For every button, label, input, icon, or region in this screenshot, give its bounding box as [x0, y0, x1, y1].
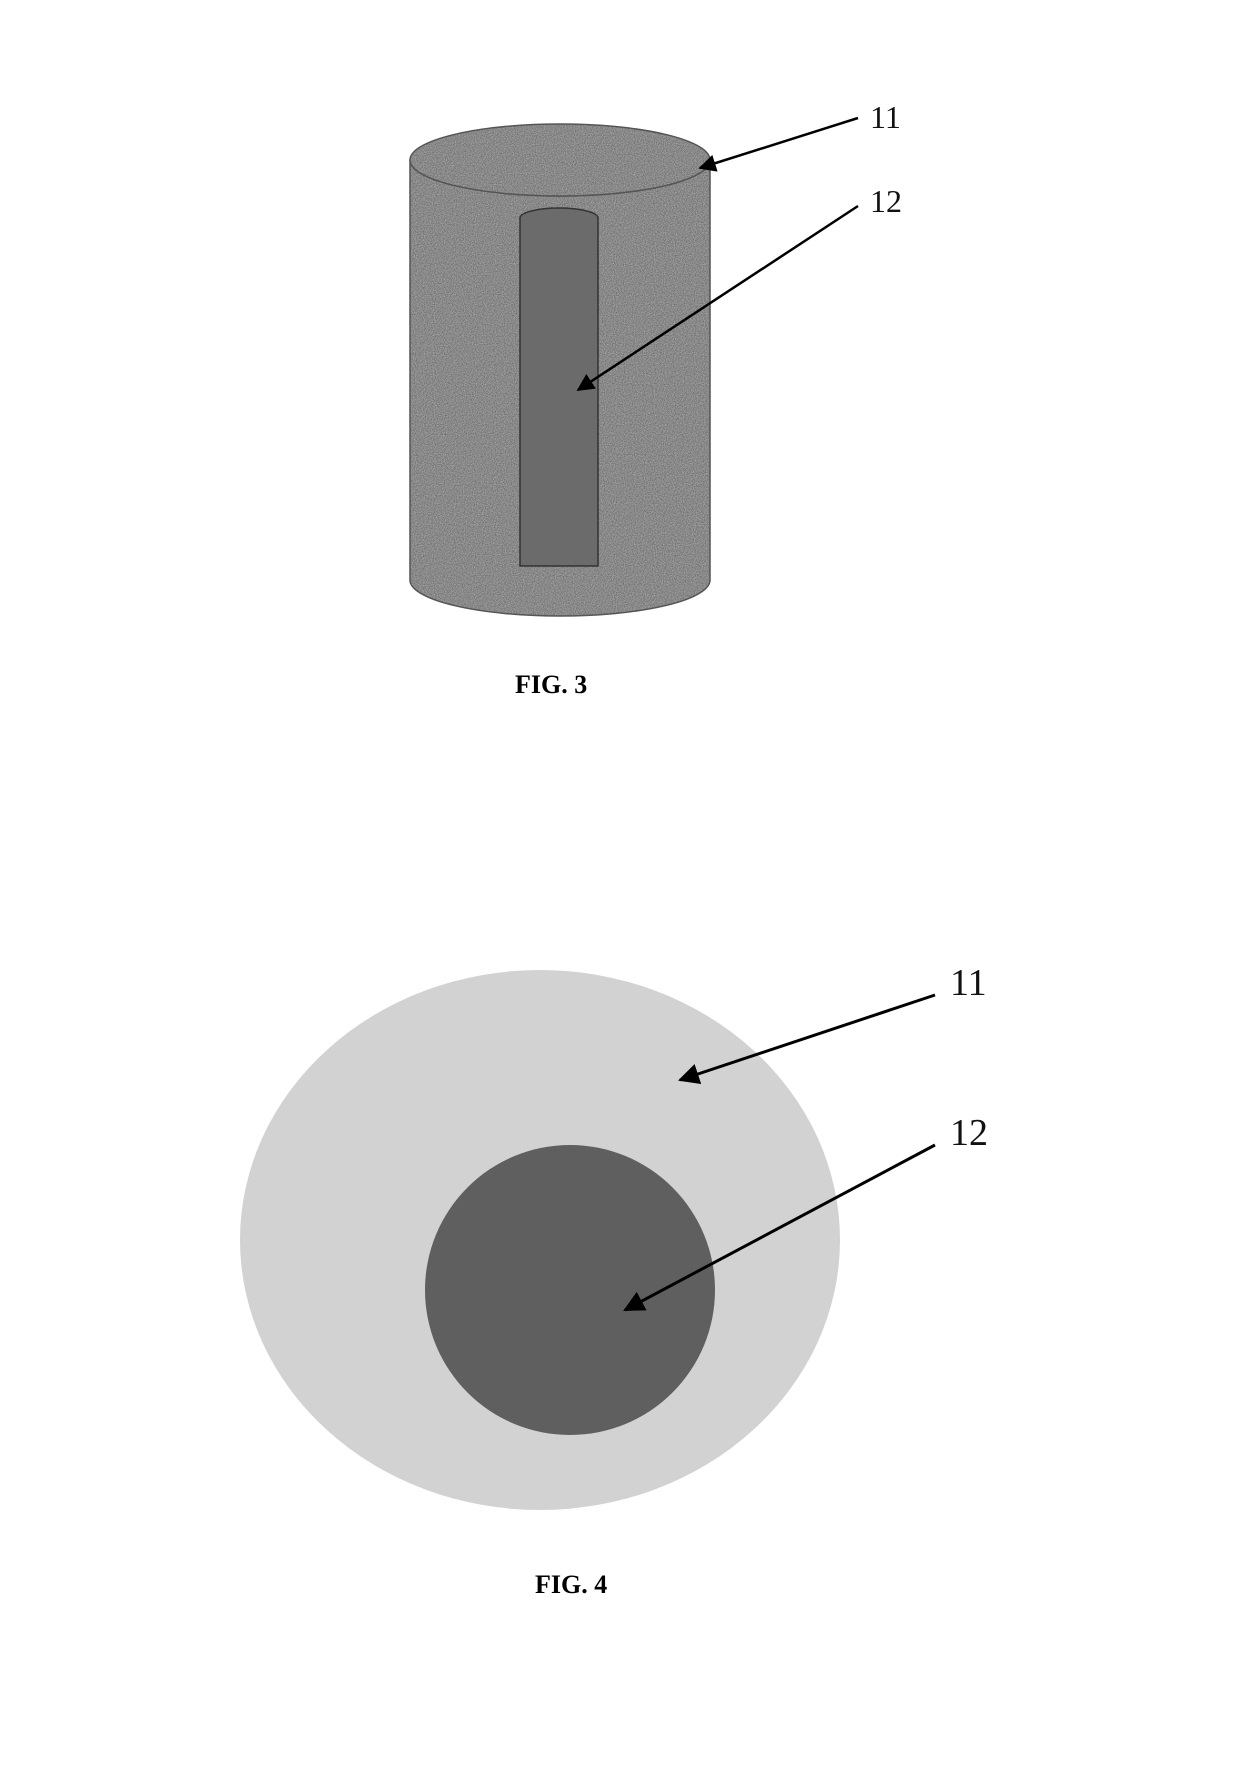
figure-3: 11 12: [300, 100, 1000, 800]
fig3-inner-cylinder: [520, 208, 598, 566]
figure-4: 11 12: [170, 920, 1070, 1640]
fig4-label-12: 12: [950, 1112, 988, 1154]
figure-3-caption: FIG. 3: [515, 670, 587, 700]
fig4-inner-circle: [425, 1145, 715, 1435]
fig3-label-11: 11: [870, 100, 901, 135]
figure-3-svg: 11 12: [300, 100, 1000, 660]
figure-4-svg: 11 12: [170, 920, 1070, 1540]
page: 11 12 FIG. 3 11 12 FIG. 4: [0, 0, 1240, 1766]
fig3-label-12: 12: [870, 183, 902, 219]
fig4-label-11: 11: [950, 962, 987, 1004]
figure-4-caption: FIG. 4: [535, 1570, 607, 1600]
